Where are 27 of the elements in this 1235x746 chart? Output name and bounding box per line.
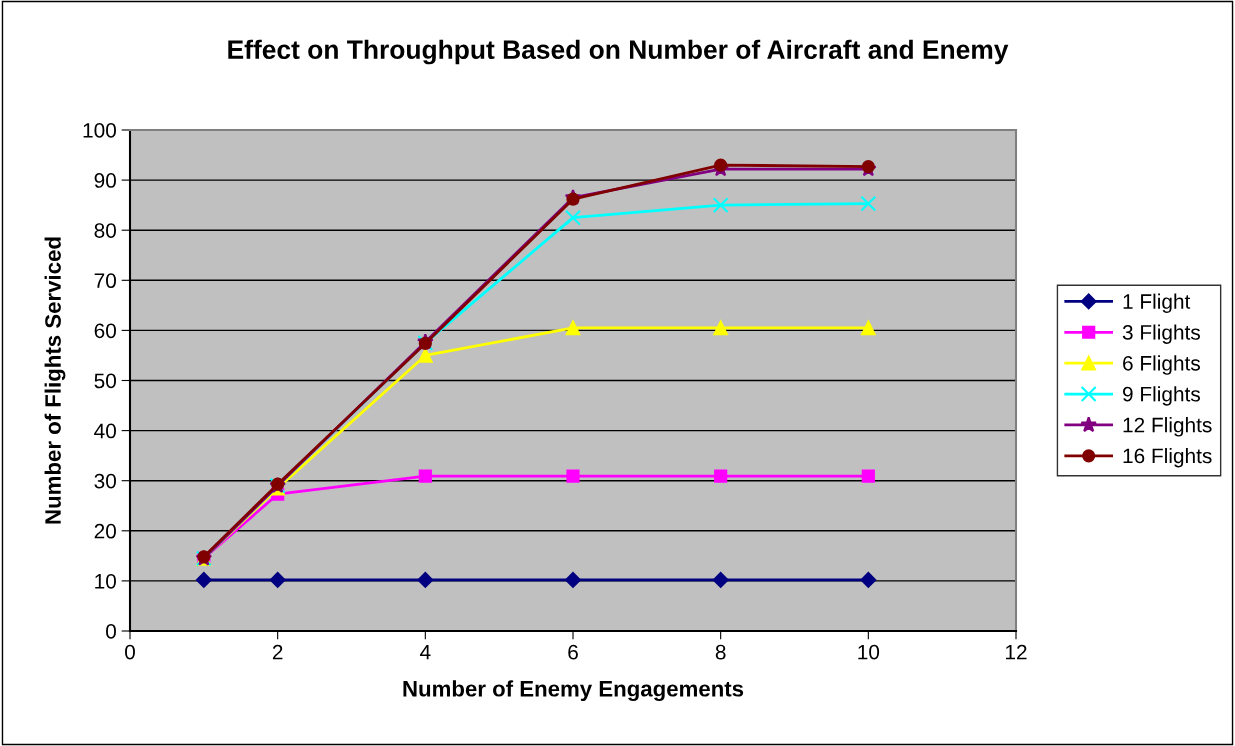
x-tick-label: 4 bbox=[420, 644, 431, 660]
y-tick-label: 0 bbox=[106, 624, 116, 639]
y-tick-label: 70 bbox=[94, 273, 116, 289]
legend-label: 16 Flights bbox=[1123, 447, 1212, 468]
legend-label: 3 Flights bbox=[1122, 324, 1200, 344]
legend-label: 9 Flights bbox=[1122, 386, 1200, 406]
y-tick-label: 50 bbox=[94, 373, 116, 389]
legend-label: 6 Flights bbox=[1123, 355, 1200, 375]
y-tick-label: 10 bbox=[95, 573, 116, 589]
y-tick-label: 30 bbox=[94, 473, 116, 489]
y-tick-label: 90 bbox=[94, 173, 116, 188]
y-axis-title: Number of Flights Serviced bbox=[44, 237, 66, 524]
legend-label: 12 Flights bbox=[1123, 417, 1212, 437]
y-tick-label: 20 bbox=[94, 523, 116, 539]
y-tick-label: 40 bbox=[94, 423, 116, 439]
legend-label: 1 Flight bbox=[1123, 293, 1191, 314]
x-tick-label: 8 bbox=[715, 644, 726, 660]
y-tick-label: 100 bbox=[83, 123, 116, 138]
x-tick-label: 12 bbox=[1006, 644, 1027, 660]
x-axis-title: Number of Enemy Engagements bbox=[403, 680, 744, 702]
x-tick-label: 6 bbox=[568, 644, 578, 660]
chart-title: Effect on Throughput Based on Number of Aircraft and Enemy bbox=[228, 39, 1009, 65]
x-tick-label: 10 bbox=[858, 644, 880, 660]
x-tick-label: 0 bbox=[125, 644, 135, 660]
y-tick-label: 80 bbox=[94, 223, 116, 238]
y-tick-label: 60 bbox=[94, 323, 116, 339]
x-tick-label: 2 bbox=[272, 644, 283, 660]
